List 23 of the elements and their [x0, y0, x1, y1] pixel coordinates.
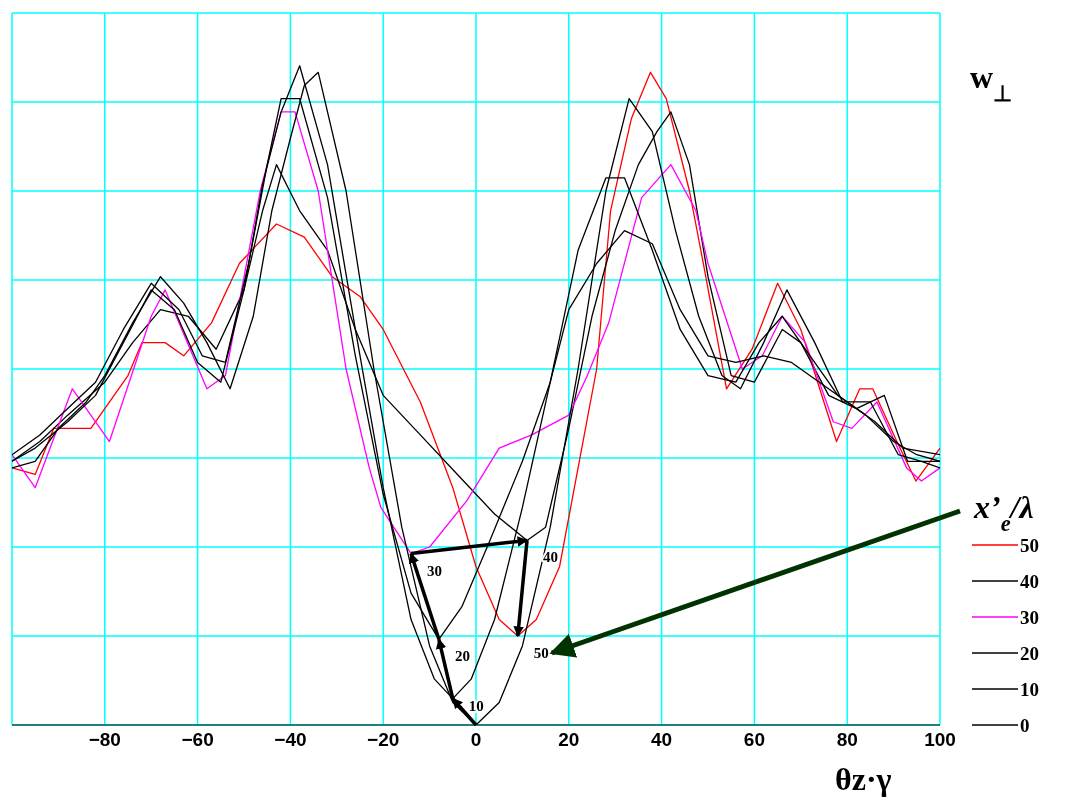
x-tick-label: −40: [274, 729, 307, 751]
legend-label: 10: [1020, 679, 1039, 700]
x-axis-title: θz·γ: [835, 761, 892, 797]
x-tick-label: 60: [743, 729, 765, 751]
legend-label: 0: [1020, 715, 1030, 736]
annotation: 40: [543, 549, 559, 566]
annotation: 20: [454, 648, 470, 665]
x-tick-label: 40: [651, 729, 673, 751]
y-axis-title: w$_{⊥}$: [970, 59, 1013, 106]
x-tick-label: 20: [558, 729, 580, 751]
legend-label: 20: [1020, 643, 1039, 664]
x-tick-label: 0: [470, 729, 482, 751]
x-tick-label: 80: [836, 729, 858, 751]
x-tick-label: 100: [924, 729, 956, 751]
legend-label: 30: [1020, 607, 1039, 628]
legend-label: 50: [1020, 535, 1039, 556]
x-tick-label: −20: [367, 729, 400, 751]
annotation: 50: [533, 645, 549, 661]
x-tick-label: −60: [181, 729, 214, 751]
x-tick-label: −80: [88, 729, 121, 751]
annotation: 30: [427, 562, 443, 579]
legend-title: x’$_{e}$/λ: [973, 489, 1034, 536]
legend-label: 40: [1020, 571, 1039, 592]
